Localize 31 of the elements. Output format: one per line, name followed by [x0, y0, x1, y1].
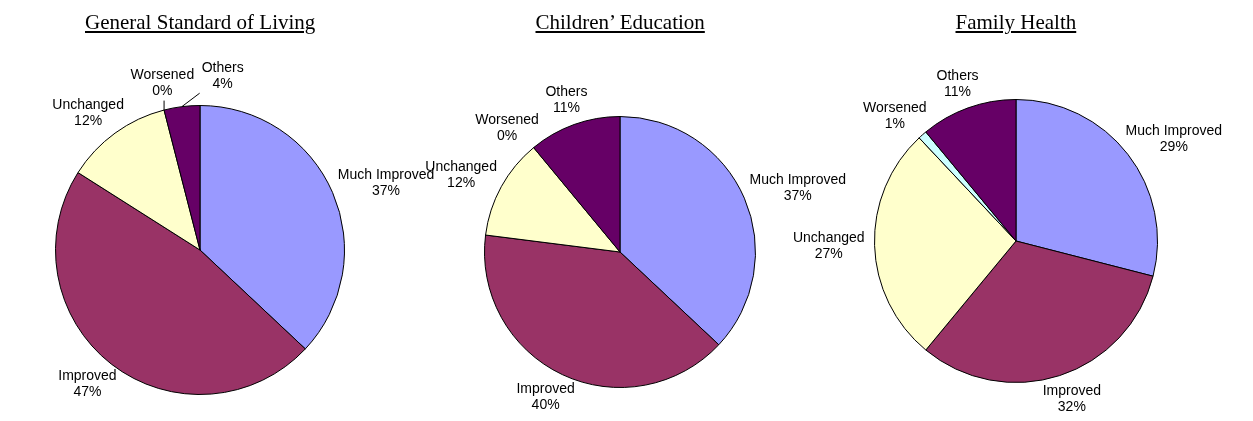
slice-label: Much Improved	[1125, 121, 1223, 138]
slice-label: Improved	[1042, 382, 1102, 399]
chart-title: Children’ Education	[535, 10, 705, 35]
data-label: 12%	[74, 111, 103, 128]
data-label: 11%	[944, 83, 972, 100]
slice-label: Others	[201, 59, 244, 76]
category-label: Worsened	[475, 111, 539, 128]
chart-title: Family Health	[955, 10, 1077, 35]
chart-title: General Standard of Living	[85, 10, 316, 35]
data-label: 29%	[1159, 137, 1188, 154]
data-label: 27%	[814, 245, 843, 262]
text: 0%	[496, 127, 518, 144]
slice-label: Improved	[58, 366, 117, 383]
category-label: Worsened	[130, 66, 195, 83]
data-label: 12%	[447, 173, 476, 190]
data-label: 4%	[212, 75, 233, 92]
data-label: 11%	[552, 98, 580, 115]
slice-label: Improved	[516, 380, 575, 397]
slice-label: Unchanged	[792, 229, 865, 246]
slice-label: Others	[545, 82, 588, 99]
data-label: 47%	[73, 382, 102, 399]
data-label: 37%	[783, 187, 812, 204]
data-label: 1%	[884, 114, 905, 131]
text: 0%	[152, 82, 173, 99]
slice-label: Others	[936, 67, 979, 84]
data-label: 37%	[372, 181, 401, 198]
slice-label: Unchanged	[52, 95, 124, 112]
data-label: 32%	[1057, 398, 1086, 415]
slice-label: Much Improved	[749, 171, 847, 188]
slice-label: Worsened	[863, 98, 927, 115]
data-label: 40%	[531, 396, 560, 413]
